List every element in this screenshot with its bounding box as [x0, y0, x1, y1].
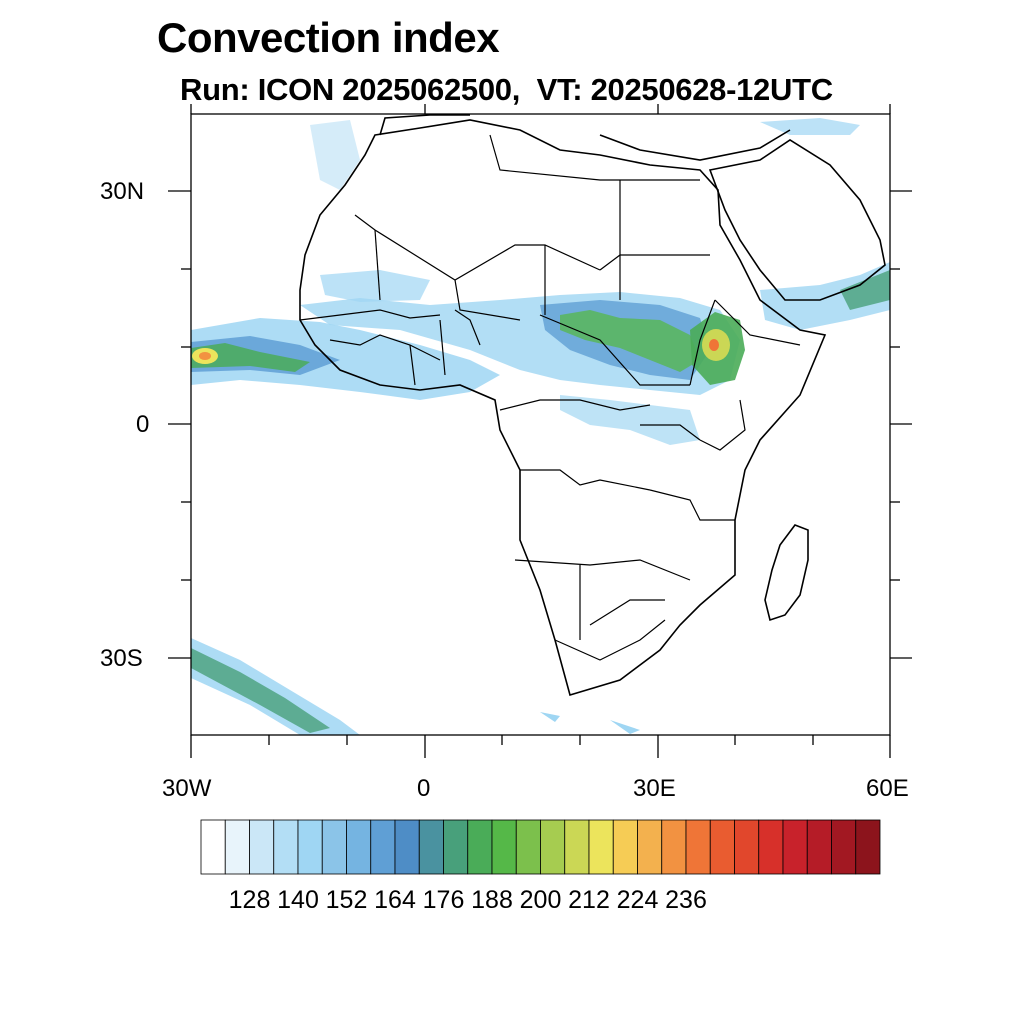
arabia-band [760, 262, 890, 330]
colorbar-swatch [734, 819, 760, 875]
convection-field [191, 118, 890, 735]
lat-label-0: 0 [136, 411, 150, 438]
colorbar-label: 152 [325, 886, 368, 914]
africa-coastline [299, 119, 827, 697]
lon-label-30e: 30E [633, 775, 676, 802]
colorbar-swatch [782, 819, 808, 875]
colorbar-swatch [200, 819, 226, 875]
colorbar-swatch [491, 819, 517, 875]
colorbar-label: 128 [228, 886, 271, 914]
congo-scatter [560, 395, 700, 445]
colorbar-label: 188 [471, 886, 513, 914]
sahel-green [560, 310, 700, 372]
colorbar-swatch [637, 819, 663, 875]
colorbar-swatch [249, 819, 275, 875]
south-atlantic-band [191, 638, 360, 735]
colorbar-swatch [467, 819, 493, 875]
colorbar [200, 819, 881, 875]
colorbar-swatch [394, 819, 420, 875]
colorbar-swatch [346, 819, 372, 875]
colorbar-swatch [224, 819, 250, 875]
colorbar-swatch [321, 819, 347, 875]
colorbar-swatch [709, 819, 735, 875]
colorbar-swatch [806, 819, 832, 875]
lat-label-30n: 30N [100, 178, 145, 205]
colorbar-swatch [443, 819, 469, 875]
colorbar-swatch [685, 819, 711, 875]
colorbar-label: 224 [616, 886, 659, 914]
colorbar-label: 176 [422, 886, 465, 914]
plot-frame [168, 104, 912, 758]
country-borders [299, 134, 801, 661]
arabia-outline [708, 139, 886, 301]
colorbar-swatch [418, 819, 444, 875]
lon-label-0: 0 [417, 775, 431, 802]
page-subtitle: Run: ICON 2025062500, VT: 20250628-12UTC [180, 72, 833, 107]
north-patch [310, 120, 360, 190]
colorbar-label: 140 [277, 886, 319, 914]
colorbar-swatch [564, 819, 590, 875]
lon-label-60e: 60E [866, 775, 909, 802]
south-atlantic-core [191, 648, 330, 733]
colorbar-swatch [370, 819, 396, 875]
madagascar-outline [764, 524, 809, 622]
colorbar-swatch [612, 819, 638, 875]
colorbar-swatch [661, 819, 687, 875]
colorbar-swatch [588, 819, 614, 875]
colorbar-label: 164 [374, 886, 416, 914]
colorbar-label: 212 [568, 886, 610, 914]
north-coast [379, 114, 470, 136]
lat-label-30s: 30S [100, 645, 143, 672]
colorbar-label: 200 [519, 886, 562, 914]
colorbar-swatch [515, 819, 541, 875]
africa-outline [299, 114, 886, 697]
itcz-peak [191, 343, 310, 372]
colorbar-swatch [540, 819, 566, 875]
itcz-band [191, 318, 500, 400]
sahara-patch [320, 270, 430, 302]
lon-label-30w: 30W [162, 775, 212, 802]
colorbar-swatch [758, 819, 784, 875]
colorbar-swatch [831, 819, 857, 875]
page-title: Convection index [157, 14, 500, 61]
colorbar-swatch [855, 819, 881, 875]
colorbar-label: 236 [665, 886, 707, 914]
colorbar-swatch [273, 819, 299, 875]
colorbar-swatch [297, 819, 323, 875]
